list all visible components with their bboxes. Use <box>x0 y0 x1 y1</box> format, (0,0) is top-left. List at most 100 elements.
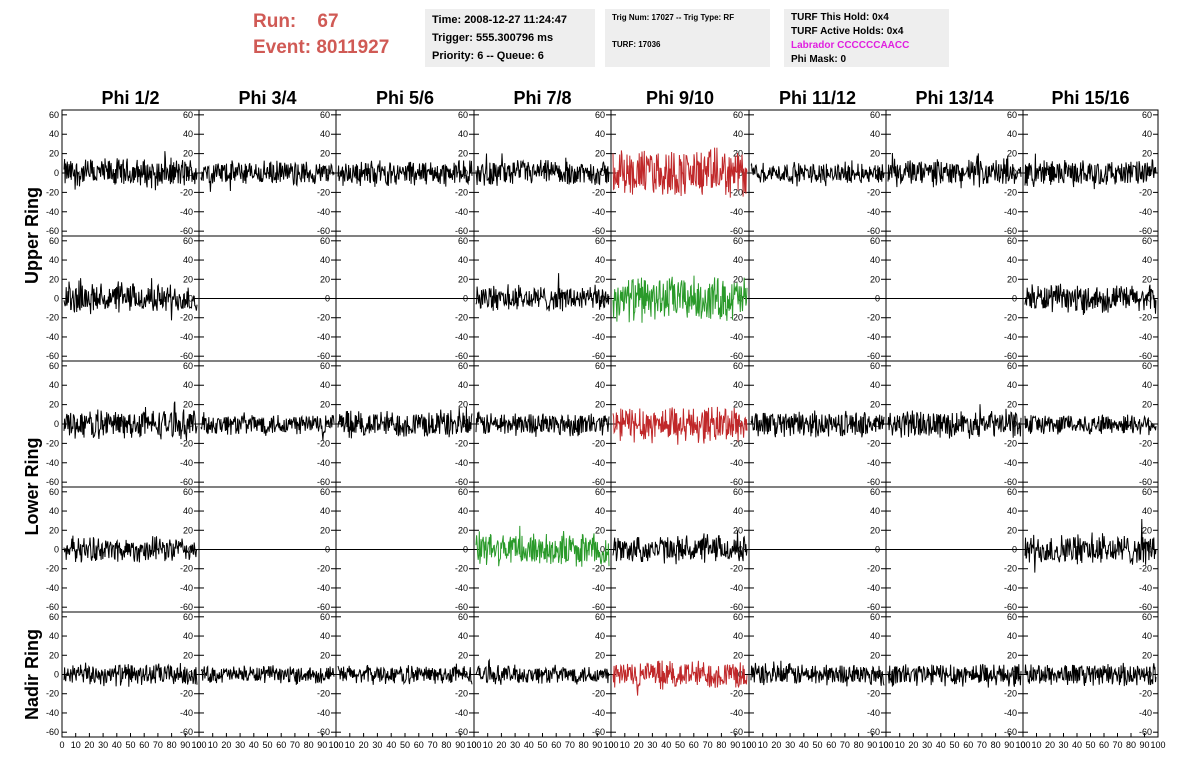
y-tick-label: -20 <box>180 689 193 699</box>
y-tick-label: 0 <box>1147 419 1152 429</box>
waveform-trace <box>63 278 198 321</box>
run-event-header: Run: 67 Event: 8011927 <box>253 9 389 61</box>
x-tick-label: 80 <box>441 740 451 750</box>
event-label: Event: <box>253 37 312 58</box>
y-tick-label: -40 <box>730 207 743 217</box>
y-tick-label: 60 <box>320 361 330 371</box>
waveform-trace <box>750 160 885 187</box>
x-tick-label: 40 <box>1072 740 1082 750</box>
time-info-box: Time: 2008-12-27 11:24:47 Trigger: 555.3… <box>425 9 595 67</box>
y-tick-label: 60 <box>1142 110 1152 120</box>
x-tick-label: 0 <box>746 740 751 750</box>
y-tick-label: -20 <box>1139 438 1152 448</box>
y-tick-label: -60 <box>455 351 468 361</box>
y-tick-label: 40 <box>49 631 59 641</box>
y-tick-label: 0 <box>1147 294 1152 304</box>
x-tick-label: 100 <box>466 740 481 750</box>
y-tick-label: 20 <box>595 274 605 284</box>
x-tick-label: 60 <box>1099 740 1109 750</box>
waveform-trace <box>612 530 748 565</box>
y-tick-label: 20 <box>870 525 880 535</box>
waveform-trace <box>475 525 610 567</box>
y-tick-label: -60 <box>317 727 330 737</box>
x-tick-label: 10 <box>758 740 768 750</box>
y-tick-label: -60 <box>730 727 743 737</box>
y-tick-label: 60 <box>870 361 880 371</box>
y-tick-label: 40 <box>183 631 193 641</box>
x-tick-label: 20 <box>84 740 94 750</box>
y-tick-label: -60 <box>592 727 605 737</box>
y-tick-label: 20 <box>320 274 330 284</box>
y-tick-label: -60 <box>867 602 880 612</box>
x-tick-label: 100 <box>878 740 893 750</box>
x-tick-label: 30 <box>785 740 795 750</box>
y-tick-label: -40 <box>317 708 330 718</box>
y-tick-label: -40 <box>46 458 59 468</box>
x-tick-label: 70 <box>565 740 575 750</box>
y-tick-label: -40 <box>867 207 880 217</box>
waveform-trace <box>200 160 335 192</box>
x-tick-label: 80 <box>716 740 726 750</box>
x-tick-label: 90 <box>317 740 327 750</box>
y-tick-label: -20 <box>455 313 468 323</box>
y-tick-label: -40 <box>180 583 193 593</box>
y-tick-label: -40 <box>1004 708 1017 718</box>
waveform-trace <box>200 665 335 685</box>
y-tick-label: 40 <box>458 631 468 641</box>
y-tick-label: -40 <box>317 332 330 342</box>
y-tick-label: -60 <box>1139 727 1152 737</box>
y-tick-label: -60 <box>180 477 193 487</box>
waveform-trace <box>1024 153 1157 190</box>
ring-label: Nadir Ring <box>22 629 42 720</box>
y-tick-label: -20 <box>867 187 880 197</box>
y-tick-label: -60 <box>180 727 193 737</box>
x-tick-label: 0 <box>196 740 201 750</box>
waveform-trace <box>475 153 610 186</box>
x-tick-label: 50 <box>400 740 410 750</box>
y-tick-label: 40 <box>1007 255 1017 265</box>
y-tick-label: 0 <box>188 168 193 178</box>
y-tick-label: 20 <box>320 525 330 535</box>
ring-label: Upper Ring <box>22 187 42 284</box>
y-tick-label: 60 <box>733 612 743 622</box>
x-tick-label: 40 <box>524 740 534 750</box>
waveform-panel: -60 -60 -40 -40 -20 -20 0 0 20 20 40 40 60 60 <box>46 611 200 738</box>
y-tick-label: 40 <box>870 506 880 516</box>
y-tick-label: 60 <box>458 361 468 371</box>
y-tick-label: -20 <box>46 187 59 197</box>
y-tick-label: 40 <box>458 506 468 516</box>
x-tick-label: 90 <box>867 740 877 750</box>
y-tick-label: -40 <box>867 458 880 468</box>
y-tick-label: -40 <box>317 583 330 593</box>
y-tick-label: 60 <box>49 612 59 622</box>
y-tick-label: -60 <box>592 226 605 236</box>
y-tick-label: -20 <box>46 438 59 448</box>
x-tick-label: 60 <box>414 740 424 750</box>
waveform-trace <box>337 663 473 686</box>
y-tick-label: -20 <box>1139 689 1152 699</box>
y-tick-label: 60 <box>183 236 193 246</box>
x-tick-label: 80 <box>167 740 177 750</box>
y-tick-label: -20 <box>1004 689 1017 699</box>
x-tick-label: 50 <box>949 740 959 750</box>
y-tick-label: -40 <box>1139 708 1152 718</box>
y-tick-label: -40 <box>867 332 880 342</box>
y-tick-label: 60 <box>1142 236 1152 246</box>
y-tick-label: -40 <box>455 332 468 342</box>
y-tick-label: 40 <box>733 129 743 139</box>
x-tick-label: 90 <box>1004 740 1014 750</box>
x-tick-label: 10 <box>620 740 630 750</box>
y-tick-label: -40 <box>46 207 59 217</box>
y-tick-label: -60 <box>317 226 330 236</box>
y-tick-label: -60 <box>1004 602 1017 612</box>
y-tick-label: -20 <box>730 438 743 448</box>
y-tick-label: -60 <box>1139 351 1152 361</box>
waveform-trace <box>750 410 885 438</box>
